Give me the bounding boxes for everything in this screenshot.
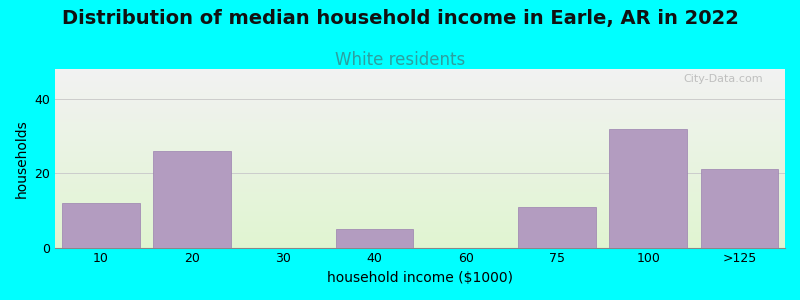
- Bar: [336, 229, 414, 248]
- Bar: [154, 151, 231, 248]
- Bar: [610, 128, 687, 248]
- X-axis label: household income ($1000): household income ($1000): [327, 271, 513, 285]
- Text: Distribution of median household income in Earle, AR in 2022: Distribution of median household income …: [62, 9, 738, 28]
- Bar: [701, 169, 778, 247]
- Bar: [62, 203, 140, 248]
- Text: White residents: White residents: [335, 51, 465, 69]
- Y-axis label: households: households: [15, 119, 29, 198]
- Text: City-Data.com: City-Data.com: [683, 74, 763, 84]
- Bar: [518, 207, 596, 248]
